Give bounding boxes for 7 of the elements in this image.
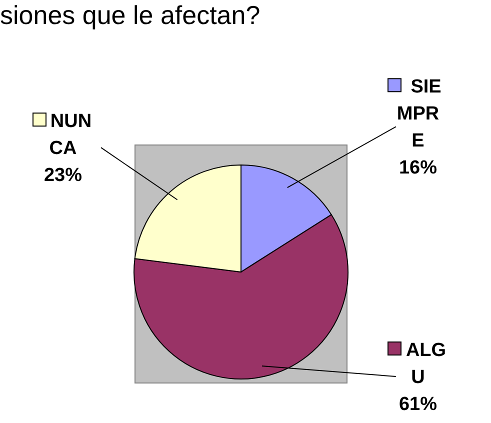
legend-label: SIEMPRE bbox=[396, 76, 442, 152]
legend-label: ALGU bbox=[406, 340, 446, 388]
legend-label: NUNCA bbox=[49, 111, 92, 160]
chart-title: siones que le afectan? bbox=[0, 0, 260, 30]
data-label: 16% bbox=[398, 158, 438, 179]
data-label: 23% bbox=[44, 165, 82, 186]
data-label: 61% bbox=[398, 394, 438, 415]
